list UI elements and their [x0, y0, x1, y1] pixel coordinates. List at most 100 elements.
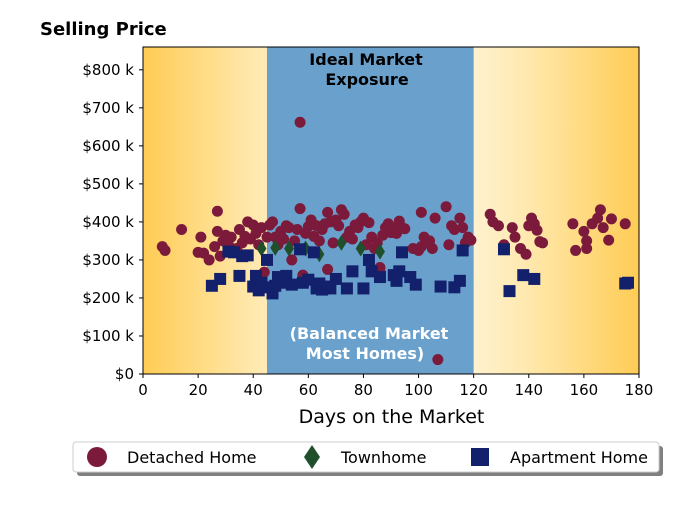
apartment-home-point — [373, 271, 386, 284]
apartment-home-point — [362, 253, 375, 266]
townhome-point — [284, 240, 295, 257]
apartment-home-point — [340, 282, 353, 295]
legend-label-apartment: Apartment Home — [510, 448, 648, 467]
band-label-bottom-line2: Most Homes) — [306, 344, 424, 363]
detached-home-point — [440, 201, 452, 213]
detached-home-point — [278, 233, 290, 245]
detached-home-point — [603, 234, 615, 246]
apartment-home-point — [497, 243, 510, 256]
legend-label-detached: Detached Home — [127, 448, 257, 467]
detached-home-point — [592, 212, 604, 224]
y-tick-label: $700 k — [82, 99, 134, 117]
apartment-home-point — [528, 272, 541, 285]
y-tick-label: $600 k — [82, 137, 134, 155]
apartment-home-point — [294, 243, 307, 256]
apartment-home-point — [621, 276, 634, 289]
detached-home-point — [267, 216, 279, 228]
apartment-home-point — [227, 246, 240, 259]
detached-home-point — [322, 263, 334, 275]
band-label-top-line1: Ideal Market — [309, 50, 423, 69]
apartment-home-point — [396, 246, 409, 259]
y-tick-label: $300 k — [82, 251, 134, 269]
townhome-point — [336, 234, 347, 251]
apartment-home-point — [393, 265, 406, 278]
detached-home-point — [286, 254, 298, 266]
detached-home-point — [581, 235, 593, 247]
detached-home-point — [346, 233, 358, 245]
apartment-home-point — [324, 282, 337, 295]
detached-home-point — [415, 206, 427, 218]
detached-home-point — [195, 231, 207, 243]
detached-home-point — [211, 225, 223, 237]
points-layer — [156, 116, 634, 366]
y-tick-label: $0 — [115, 365, 134, 383]
detached-home-point — [176, 224, 188, 236]
detached-home-point — [570, 244, 582, 256]
detached-home-point — [531, 224, 543, 236]
chart-title: Selling Price — [40, 19, 167, 40]
apartment-home-point — [434, 280, 447, 293]
detached-home-point — [581, 243, 593, 255]
x-tick-label: 0 — [138, 381, 148, 399]
detached-home-point — [537, 237, 549, 249]
y-tick-label: $800 k — [82, 61, 134, 79]
detached-home-point — [159, 244, 171, 256]
townhome-point — [270, 239, 281, 256]
legend-marker-apartment — [471, 448, 489, 466]
y-tick-label: $500 k — [82, 175, 134, 193]
detached-home-point — [291, 224, 303, 236]
detached-home-point — [399, 223, 411, 235]
detached-home-point — [333, 220, 345, 232]
legend-marker-townhome — [304, 445, 320, 469]
x-tick-label: 60 — [299, 381, 318, 399]
detached-home-point — [509, 231, 521, 243]
detached-home-point — [619, 218, 631, 230]
legend-box — [72, 441, 660, 473]
x-tick-label: 20 — [189, 381, 208, 399]
legend: Detached Home Townhome Apartment Home — [72, 441, 663, 476]
axes-layer: 0 20 40 60 80 100 120 140 160 180 $0 $100 k $200 k $3… — [82, 61, 653, 399]
detached-home-point — [457, 222, 469, 234]
y-tick-label: $100 k — [82, 327, 134, 345]
apartment-home-point — [307, 246, 320, 259]
detached-home-point — [567, 218, 579, 230]
apartment-home-point — [409, 278, 422, 291]
apartment-home-point — [456, 244, 469, 257]
apartment-home-point — [517, 269, 530, 282]
x-tick-label: 80 — [354, 381, 373, 399]
detached-home-point — [203, 254, 215, 266]
legend-label-townhome: Townhome — [340, 448, 426, 467]
detached-home-point — [294, 116, 306, 128]
townhome-point — [355, 240, 366, 257]
detached-home-point — [322, 206, 334, 218]
detached-home-point — [448, 224, 460, 236]
x-axis-label: Days on the Market — [299, 406, 485, 428]
detached-home-point — [429, 212, 441, 224]
apartment-home-point — [233, 269, 246, 282]
detached-home-point — [597, 222, 609, 234]
townhome-point — [256, 240, 267, 257]
detached-home-point — [327, 237, 339, 249]
detached-home-point — [594, 204, 606, 216]
plot-frame — [142, 46, 640, 375]
detached-home-point — [294, 203, 306, 215]
apartment-home-point — [214, 272, 227, 285]
detached-home-point — [211, 205, 223, 217]
apartment-home-point — [357, 282, 370, 295]
y-tick-label: $200 k — [82, 289, 134, 307]
x-tick-label: 140 — [514, 381, 543, 399]
apartment-home-point — [453, 274, 466, 287]
detached-home-point — [506, 222, 518, 234]
detached-home-point — [363, 217, 375, 229]
detached-home-point — [247, 219, 259, 231]
townhome-point — [374, 243, 385, 260]
detached-home-point — [578, 225, 590, 237]
legend-marker-detached — [87, 447, 107, 467]
band-label-bottom-line1: (Balanced Market — [290, 324, 449, 343]
detached-home-point — [520, 248, 532, 260]
detached-home-point — [261, 231, 273, 243]
detached-home-point — [432, 354, 444, 366]
detached-home-point — [605, 213, 617, 225]
band-label-top-line2: Exposure — [325, 70, 409, 89]
